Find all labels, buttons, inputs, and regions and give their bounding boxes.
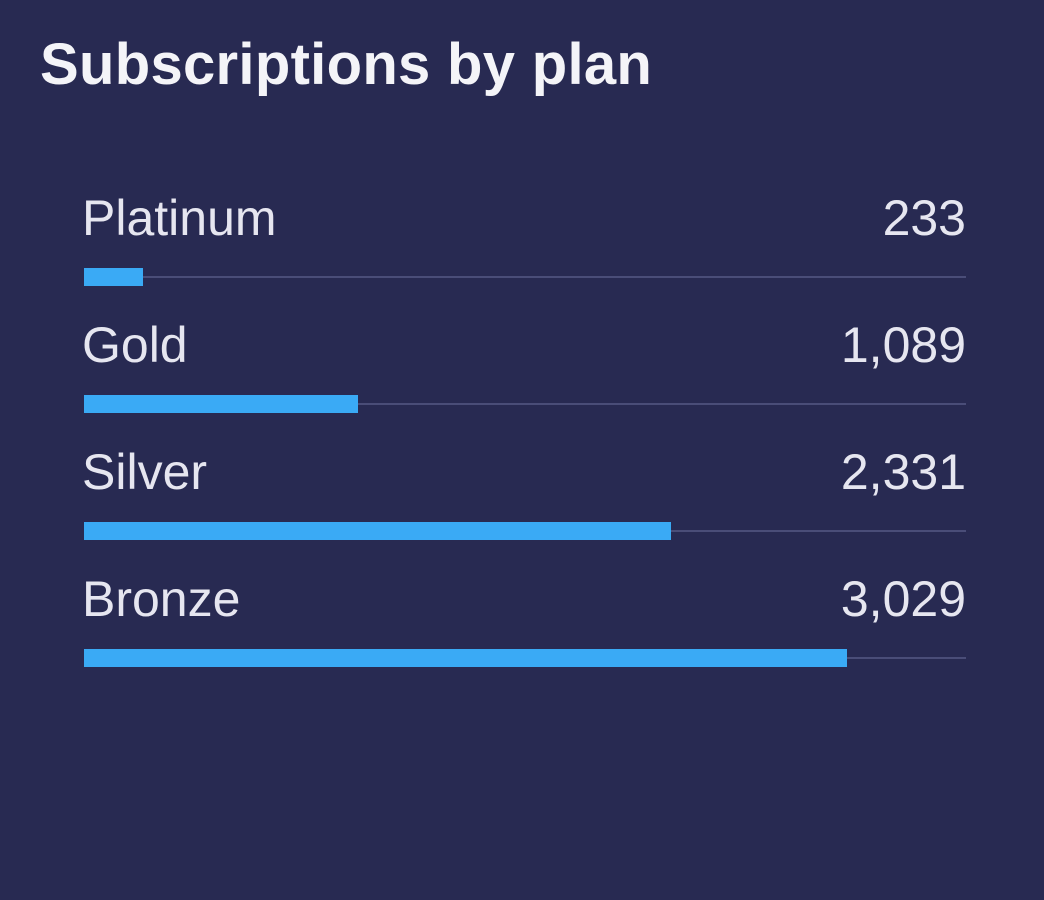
bar-row-silver: Silver 2,331	[82, 442, 966, 569]
bar-gold	[84, 395, 358, 413]
bar-bronze	[84, 649, 847, 667]
bar-row-platinum: Platinum 233	[82, 188, 966, 315]
bar-value-bronze: 3,029	[840, 571, 966, 627]
bar-track-platinum	[84, 276, 966, 278]
bar-label-bronze: Bronze	[82, 571, 241, 627]
bar-value-silver: 2,331	[840, 444, 966, 500]
bar-row-gold: Gold 1,089	[82, 315, 966, 442]
bar-platinum	[84, 268, 143, 286]
bar-label-platinum: Platinum	[82, 190, 277, 246]
bar-label-silver: Silver	[82, 444, 208, 500]
bar-silver	[84, 522, 671, 540]
bar-label-gold: Gold	[82, 317, 188, 373]
bar-value-gold: 1,089	[840, 317, 966, 373]
bar-row-bronze: Bronze 3,029	[82, 569, 966, 696]
bar-value-platinum: 233	[882, 190, 966, 246]
bar-list: Platinum 233 Gold 1,089 Silver 2,331 Bronze 3,0…	[82, 188, 966, 696]
bar-track-gold	[84, 403, 966, 405]
chart-title: Subscriptions by plan	[40, 32, 653, 97]
